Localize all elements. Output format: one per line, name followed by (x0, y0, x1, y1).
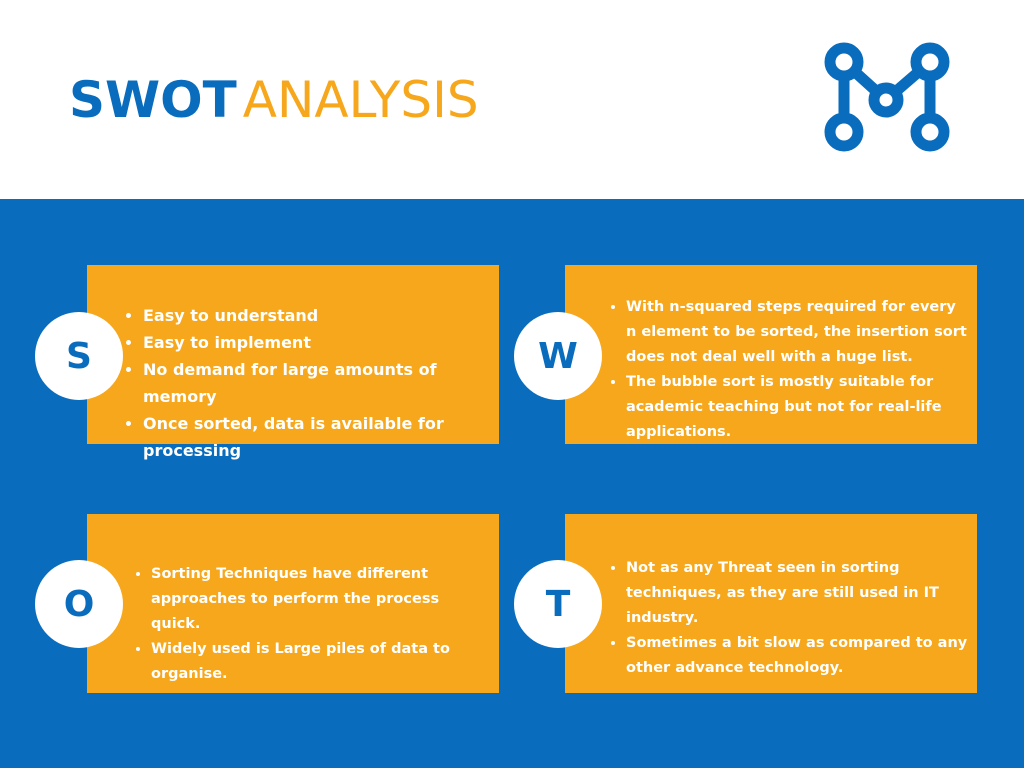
opportunities-card: Sorting Techniques have different approa… (87, 514, 499, 693)
threats-card: Not as any Threat seen in sorting techni… (565, 514, 977, 693)
list-item: Widely used is Large piles of data to or… (151, 637, 491, 687)
strengths-card: Easy to understand Easy to implement No … (87, 265, 499, 460)
weaknesses-card: With n-squared steps required for every … (565, 265, 977, 444)
threats-list: Not as any Threat seen in sorting techni… (626, 556, 971, 681)
opportunities-badge: O (35, 560, 123, 648)
page-title: SWOT ANALYSIS (69, 70, 479, 130)
strengths-list: Easy to understand Easy to implement No … (143, 302, 493, 464)
threats-badge: T (514, 560, 602, 648)
list-item: Once sorted, data is available for proce… (143, 410, 493, 464)
weaknesses-list: With n-squared steps required for every … (626, 295, 971, 445)
list-item: Not as any Threat seen in sorting techni… (626, 556, 971, 631)
title-swot: SWOT (69, 71, 237, 129)
list-item: The bubble sort is mostly suitable for a… (626, 370, 971, 445)
strengths-badge: S (35, 312, 123, 400)
list-item: No demand for large amounts of memory (143, 356, 493, 410)
weaknesses-badge: W (514, 312, 602, 400)
list-item: Sorting Techniques have different approa… (151, 562, 491, 637)
network-m-icon (824, 42, 950, 152)
list-item: With n-squared steps required for every … (626, 295, 971, 370)
list-item: Easy to understand (143, 302, 493, 329)
list-item: Sometimes a bit slow as compared to any … (626, 631, 971, 681)
opportunities-list: Sorting Techniques have different approa… (151, 562, 491, 687)
list-item: Easy to implement (143, 329, 493, 356)
header: SWOT ANALYSIS (0, 0, 1024, 199)
title-analysis: ANALYSIS (242, 71, 479, 129)
